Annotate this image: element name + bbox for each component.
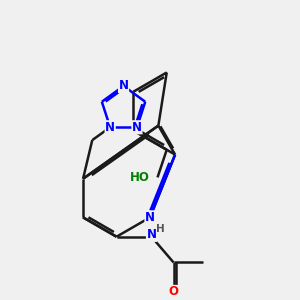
Text: N: N [118,80,128,92]
Text: O: O [169,285,178,298]
Text: N: N [132,121,142,134]
Text: H: H [156,224,165,234]
Text: HO: HO [130,171,150,184]
Text: N: N [146,228,157,242]
Text: N: N [145,211,155,224]
Text: N: N [105,121,115,134]
